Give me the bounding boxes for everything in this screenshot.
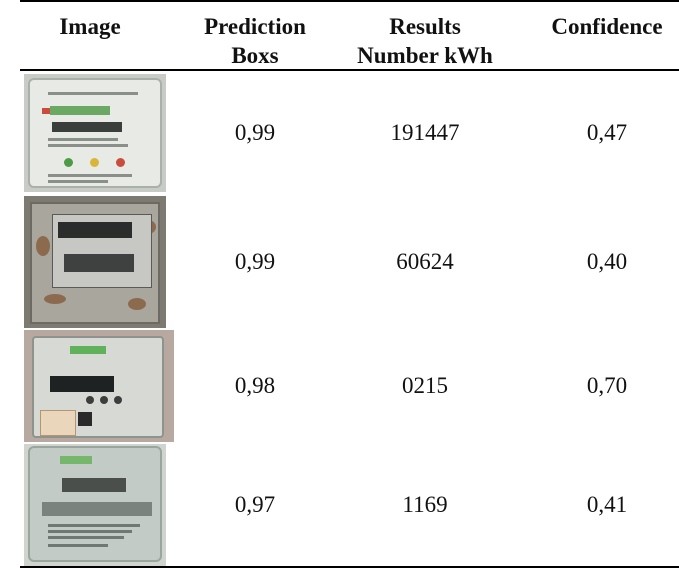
header-results-number-kwh: Results Number kWh [357, 14, 493, 68]
table-row: 0,99 191447 0,47 [0, 74, 679, 192]
header-prediction-boxs: Prediction Boxs [204, 14, 306, 68]
table-row: 0,97 1169 0,41 [0, 444, 679, 566]
table-row: 0,98 0215 0,70 [0, 330, 679, 442]
meter-image-1 [24, 74, 166, 192]
meter-image-2 [24, 196, 166, 328]
prediction-value: 0,97 [234, 492, 276, 517]
table-row: 0,99 60624 0,40 [0, 196, 679, 328]
table-bottom-rule [20, 566, 679, 568]
meter-image-3 [24, 330, 174, 442]
prediction-value: 0,98 [234, 373, 276, 398]
confidence-value: 0,40 [586, 249, 628, 274]
table-top-rule [20, 0, 679, 2]
table-header-rule [20, 69, 679, 71]
result-value: 191447 [390, 120, 460, 145]
result-value: 60624 [396, 249, 454, 274]
prediction-value: 0,99 [234, 249, 276, 274]
prediction-value: 0,99 [234, 120, 276, 145]
confidence-value: 0,47 [586, 120, 628, 145]
header-confidence: Confidence [551, 14, 663, 39]
meter-image-4 [24, 444, 166, 566]
confidence-value: 0,41 [586, 492, 628, 517]
confidence-value: 0,70 [586, 373, 628, 398]
result-value: 0215 [402, 373, 448, 398]
header-image: Image [59, 14, 121, 39]
result-value: 1169 [402, 492, 448, 517]
